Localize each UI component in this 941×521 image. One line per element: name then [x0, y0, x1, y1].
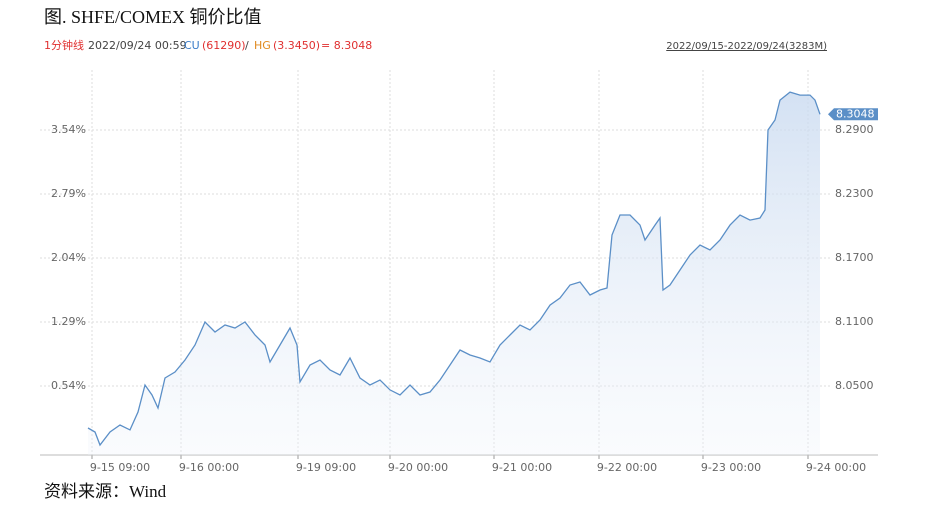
- range: 2022/09/15-2022/09/24(3283M): [666, 41, 827, 52]
- y-tick-label: 8.2900: [835, 123, 874, 136]
- hg-label: HG: [254, 39, 271, 52]
- x-tick-label: 9-21 00:00: [492, 461, 552, 474]
- y2-tick-label: 2.79%: [51, 187, 86, 200]
- cu-value: (61290): [202, 39, 246, 52]
- result: = 8.3048: [321, 39, 372, 52]
- datetime: 2022/09/24 00:59: [88, 39, 187, 52]
- y2-tick-label: 2.04%: [51, 251, 86, 264]
- period: 1分钟线: [44, 38, 84, 52]
- x-tick-label: 9-22 00:00: [597, 461, 657, 474]
- y-tick-label: 8.2300: [835, 187, 874, 200]
- y-tick-label: 8.0500: [835, 379, 874, 392]
- source: 资料来源：Wind: [44, 482, 167, 501]
- last-value-box: [828, 108, 878, 121]
- y2-tick-label: 1.29%: [51, 315, 86, 328]
- y-tick-label: 8.1100: [835, 315, 874, 328]
- y2-tick-label: 0.54%: [51, 379, 86, 392]
- line: [87, 91, 821, 447]
- x-tick-label: 9-15 09:00: [90, 461, 150, 474]
- x-tick-label: 9-16 00:00: [179, 461, 239, 474]
- chart-title: 图. SHFE/COMEX 铜价比值: [44, 7, 262, 27]
- x-tick-label: 9-19 09:00: [296, 461, 356, 474]
- x-tick-label: 9-24 00:00: [806, 461, 866, 474]
- hg-value: (3.3450): [273, 39, 320, 52]
- x-tick-label: 9-23 00:00: [701, 461, 761, 474]
- x-tick-label: 9-20 00:00: [388, 461, 448, 474]
- y-tick-label: 8.1700: [835, 251, 874, 264]
- y2-tick-label: 3.54%: [51, 123, 86, 136]
- area: [88, 92, 820, 455]
- last-value-label: 8.3048: [836, 107, 875, 120]
- separator: /: [245, 39, 249, 52]
- cu-label: CU: [184, 39, 200, 52]
